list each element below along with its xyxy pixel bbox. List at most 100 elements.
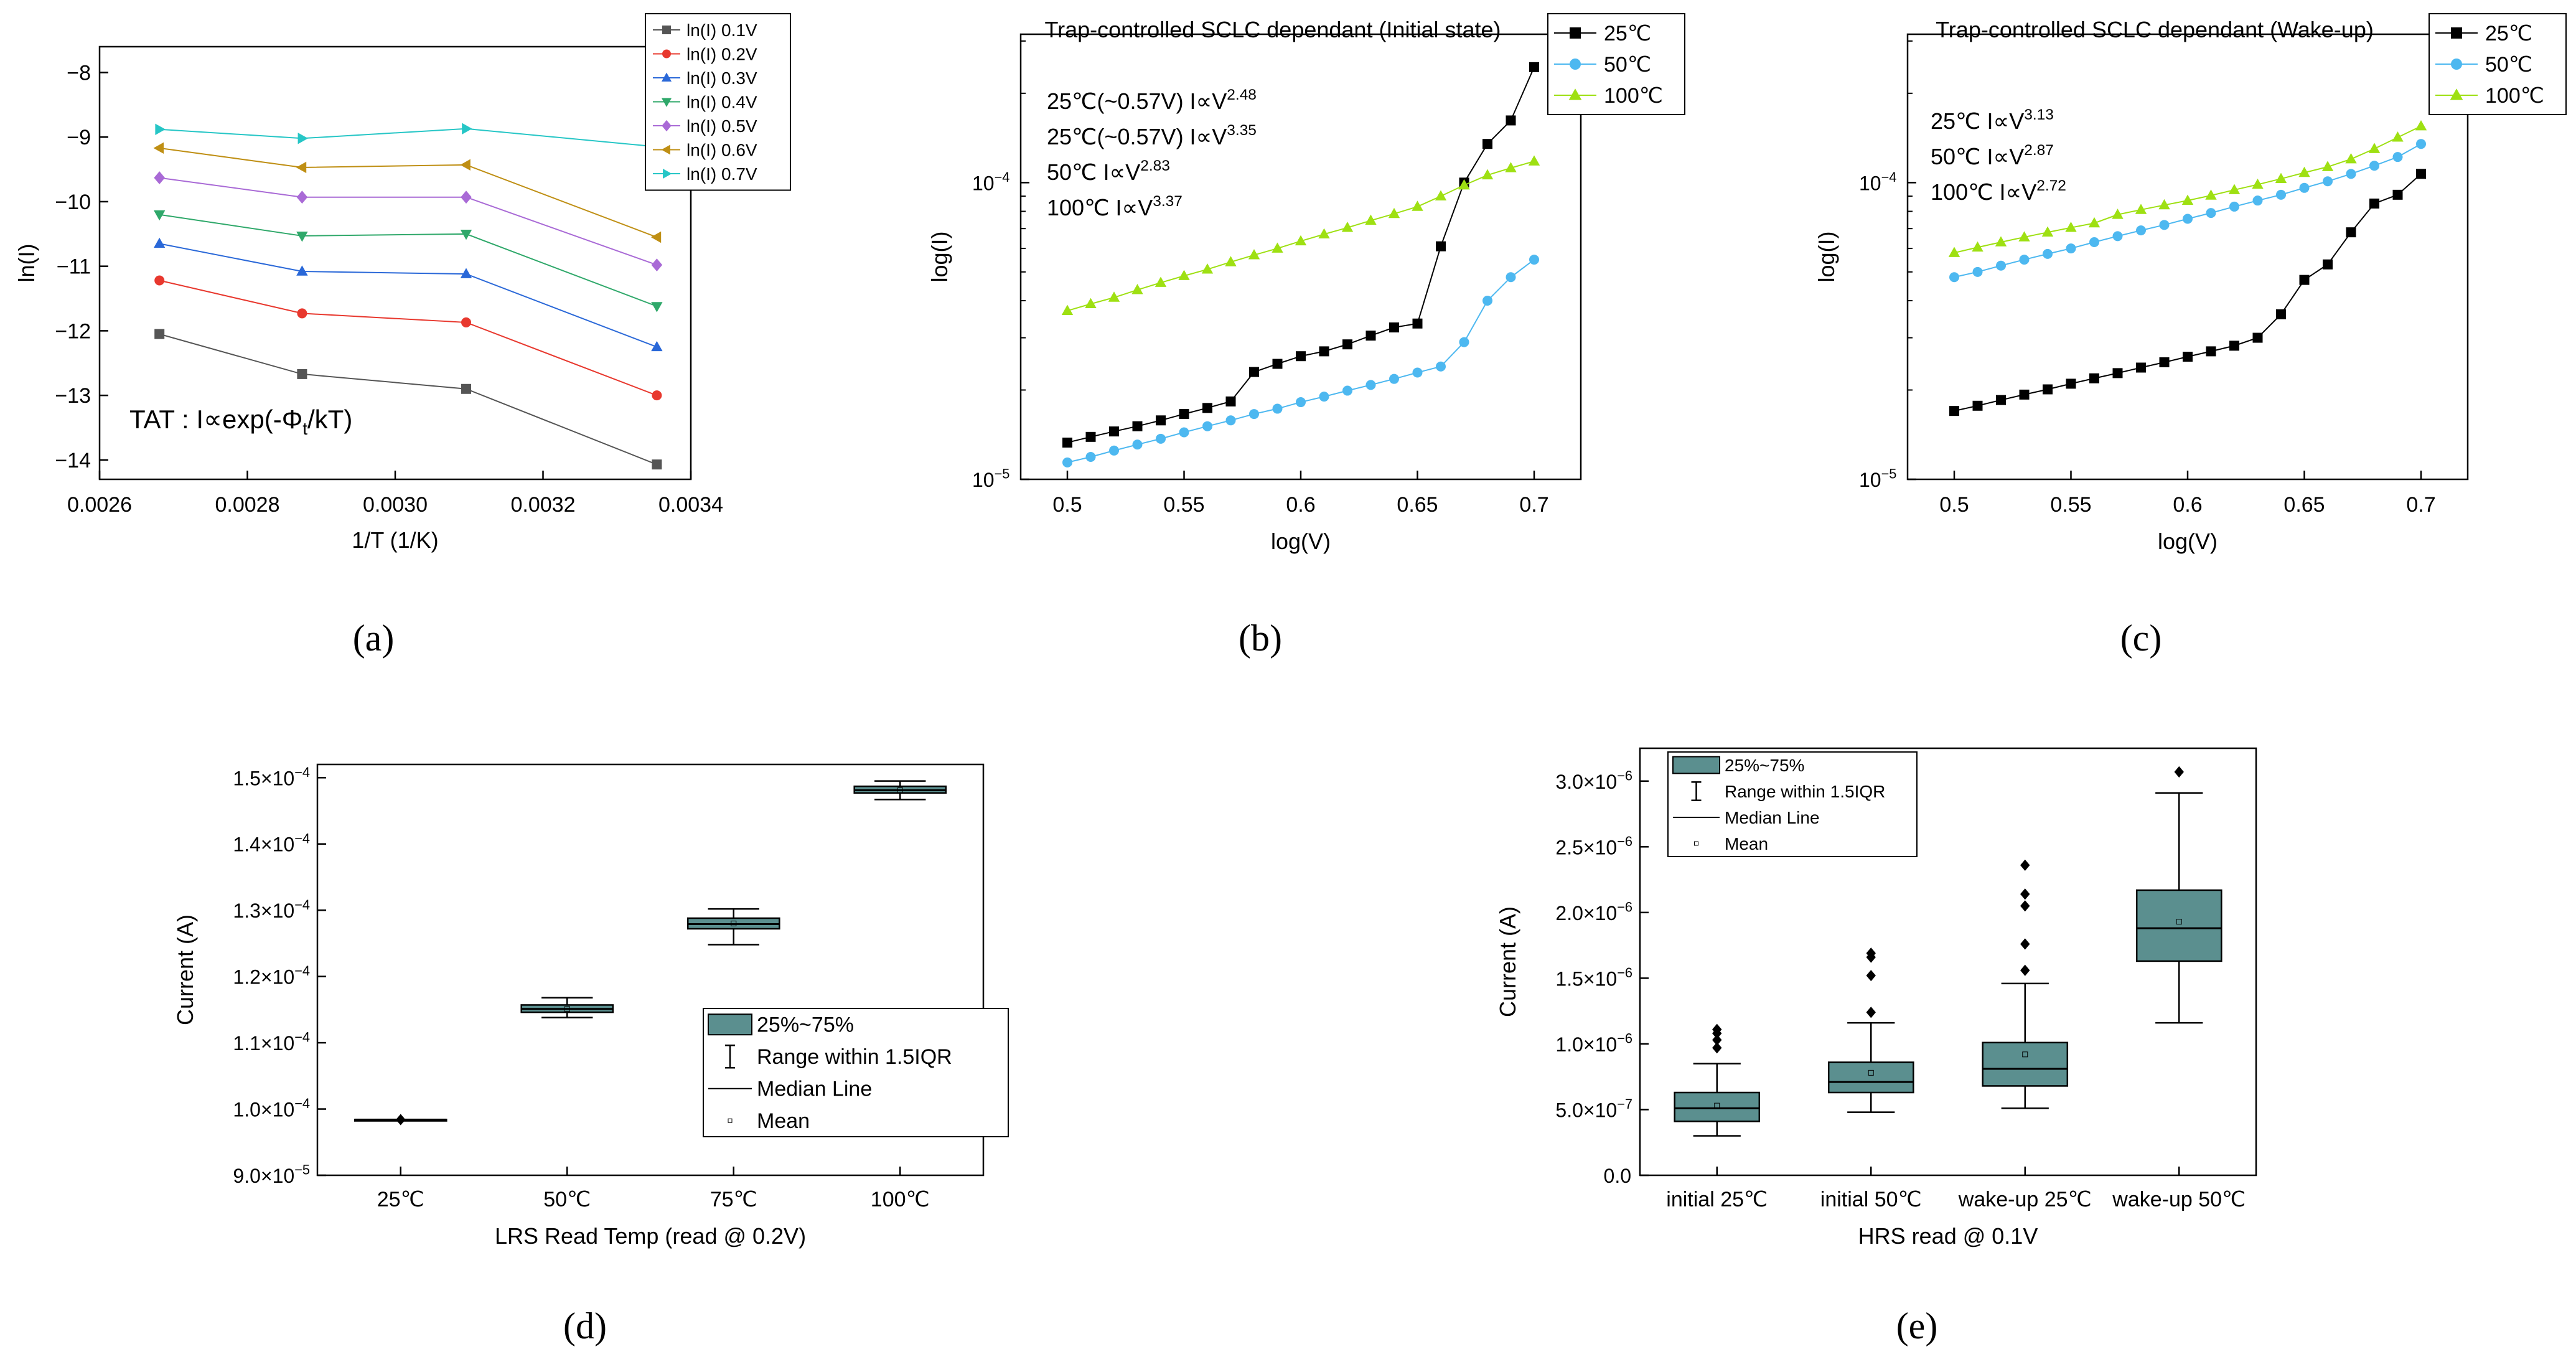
data-point xyxy=(2229,201,2239,212)
legend-label: 50℃ xyxy=(1604,53,1651,77)
data-point xyxy=(2299,275,2310,285)
mean-marker xyxy=(564,1006,570,1012)
x-tick-label: initial 25℃ xyxy=(1666,1188,1768,1211)
data-point xyxy=(1132,421,1143,431)
data-point xyxy=(153,142,164,154)
x-tick-label: 75℃ xyxy=(710,1188,757,1211)
data-point xyxy=(1506,115,1516,126)
mean-marker xyxy=(1868,1069,1874,1076)
box-plot xyxy=(520,997,614,1018)
legend-label: Range within 1.5IQR xyxy=(757,1045,952,1069)
data-point xyxy=(1972,400,1983,411)
iqr-box xyxy=(1674,1091,1761,1122)
data-point xyxy=(155,123,166,135)
mean-marker xyxy=(731,920,737,926)
series-line xyxy=(159,333,657,466)
data-point xyxy=(2019,255,2030,265)
x-tick-label: 0.55 xyxy=(2050,493,2091,517)
data-point xyxy=(2159,220,2170,230)
data-point xyxy=(1225,396,1236,406)
outlier-point xyxy=(2020,859,2030,871)
data-point xyxy=(651,258,663,272)
x-axis-label: log(V) xyxy=(1271,529,1331,554)
data-point xyxy=(1529,255,1539,265)
legend-marker xyxy=(1570,59,1581,70)
y-tick-label: −12 xyxy=(55,319,91,343)
x-tick-label: 50℃ xyxy=(543,1188,591,1211)
iqr-box xyxy=(1827,1061,1914,1094)
chart-c: 0.5 0.55 0.6 0.65 0.7 10−5 10−4 log(V) log(I) Tra… xyxy=(1814,13,2567,659)
data-point xyxy=(461,190,472,204)
data-point xyxy=(1249,409,1259,420)
y-tick-label: 10−5 xyxy=(1859,466,1896,491)
legend-label: 25%~75% xyxy=(757,1013,854,1037)
data-point xyxy=(2323,259,2333,270)
legend-label: Range within 1.5IQR xyxy=(1725,782,1885,801)
data-point xyxy=(2416,139,2426,149)
data-point xyxy=(1481,169,1494,180)
y-tick-label: 10−5 xyxy=(972,466,1009,491)
legend-label: 100℃ xyxy=(2485,84,2544,108)
data-point xyxy=(297,133,308,144)
legend-label: 25℃ xyxy=(1604,22,1651,45)
x-tick-label: 0.0034 xyxy=(658,493,723,517)
legend-marker xyxy=(661,98,672,107)
y-tick-label: −8 xyxy=(67,61,91,85)
data-point xyxy=(1388,207,1400,218)
data-point xyxy=(1459,337,1469,347)
data-point xyxy=(153,237,166,248)
data-point xyxy=(2112,368,2123,378)
data-point xyxy=(296,161,307,174)
data-point xyxy=(1132,439,1143,450)
data-point xyxy=(1529,62,1539,72)
y-tick-label: 3.0×10−6 xyxy=(1555,768,1632,792)
data-point xyxy=(2276,189,2286,200)
data-point xyxy=(460,268,472,278)
data-point xyxy=(2321,161,2334,171)
data-point xyxy=(1319,346,1329,357)
mean-marker xyxy=(2022,1051,2028,1058)
data-point xyxy=(1296,351,1306,362)
series-line xyxy=(159,280,657,397)
series-line xyxy=(159,177,657,266)
power-law-annotation: 100℃ I∝V3.37 xyxy=(1047,193,1183,220)
data-point xyxy=(2345,153,2357,164)
y-tick-label: 0.0 xyxy=(1604,1165,1631,1187)
data-point xyxy=(2415,120,2427,131)
outlier-point xyxy=(1712,1034,1722,1046)
y-axis-label: ln(I) xyxy=(14,244,39,283)
data-point xyxy=(1482,139,1492,149)
data-point xyxy=(1365,380,1376,390)
data-point xyxy=(2346,169,2356,179)
power-law-annotation: 50℃ I∝V2.87 xyxy=(1931,142,2054,169)
outlier-point xyxy=(2020,964,2030,976)
x-tick-label: 0.65 xyxy=(2283,493,2325,517)
legend-marker xyxy=(661,72,672,82)
data-point xyxy=(2135,204,2147,214)
data-point xyxy=(2019,389,2030,400)
data-point xyxy=(1389,322,1399,333)
data-point xyxy=(2136,362,2146,373)
data-point xyxy=(296,232,308,242)
data-point xyxy=(2346,227,2356,238)
y-axis-label: log(I) xyxy=(1814,231,1839,282)
y-tick-label: −9 xyxy=(67,126,91,149)
outlier-point xyxy=(2020,938,2030,950)
panel-label: (a) xyxy=(353,618,395,659)
outlier-point xyxy=(1712,1042,1722,1054)
data-point xyxy=(1972,241,1984,252)
legend-label: Median Line xyxy=(757,1078,872,1101)
y-axis-label: log(I) xyxy=(927,231,952,282)
data-point xyxy=(461,317,471,327)
panel-label: (e) xyxy=(1896,1305,1938,1346)
outlier-point xyxy=(396,1114,406,1125)
data-point xyxy=(460,230,472,240)
plot-frame xyxy=(1906,33,2469,481)
data-point xyxy=(2392,189,2403,200)
box-plot xyxy=(1827,947,1914,1113)
legend-marker xyxy=(2450,88,2463,100)
box-plot xyxy=(1982,859,2069,1109)
outlier-point xyxy=(1866,970,1876,982)
data-point xyxy=(1365,214,1377,225)
y-tick-label: 1.3×10−4 xyxy=(233,897,310,922)
